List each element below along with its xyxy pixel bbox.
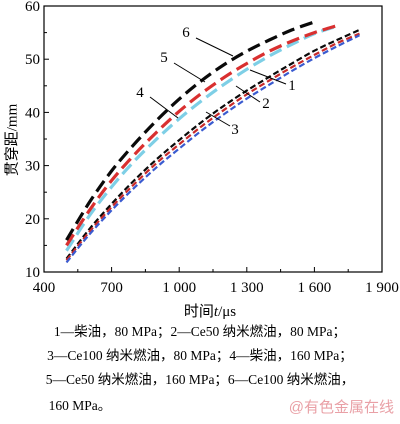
x-tick-label: 1 300 [230, 280, 264, 296]
callout-leader-3 [205, 111, 231, 127]
x-tick-label: 400 [33, 280, 56, 296]
callout-label-4: 4 [136, 85, 144, 101]
y-tick-label: 60 [25, 0, 40, 15]
y-axis-title: 贯穿距/mm [3, 103, 20, 176]
series-line-2 [65, 32, 360, 261]
callout-leader-4 [149, 96, 179, 119]
x-tick-label: 1 000 [162, 280, 196, 296]
series-line-4 [65, 24, 338, 252]
callout-label-6: 6 [182, 25, 190, 41]
series-layer [65, 20, 360, 264]
callout-leader-5 [173, 62, 206, 83]
callout-label-3: 3 [231, 122, 239, 138]
caption-line-3: 5—Ce50 纳米燃油，160 MPa；6—Ce100 纳米燃油， [45, 372, 355, 387]
callout-leader-1 [249, 69, 287, 85]
callout-label-2: 2 [262, 96, 270, 112]
series-line-6 [65, 20, 315, 241]
caption-line-4: 160 MPa。 [48, 398, 112, 413]
callout-leader-6 [195, 37, 234, 57]
watermark: @有色金属在线 [288, 399, 394, 416]
callout-layer: 1 2 3 4 56 [136, 25, 296, 138]
callout-label-1: 1 [288, 78, 296, 94]
series-line-1 [65, 28, 360, 260]
y-tick-label: 30 [25, 159, 40, 175]
x-axis-title: 时间t/μs [184, 303, 236, 320]
y-tick-label: 50 [25, 52, 40, 68]
callout-label-5: 5 [160, 50, 168, 66]
y-tick-label: 20 [25, 212, 40, 228]
caption-line-1: 1—柴油，80 MPa；2—Ce50 纳米燃油，80 MPa； [53, 324, 347, 339]
x-axis-ticks: 400 700 1 000 1 300 1 600 1 900 [33, 267, 399, 296]
x-tick-label: 700 [100, 280, 123, 296]
y-tick-label: 40 [25, 105, 40, 121]
y-axis-ticks: 10 20 30 40 50 60 [25, 0, 49, 281]
y-tick-label: 10 [25, 265, 40, 281]
callout-leader-2 [235, 85, 261, 103]
series-line-5 [65, 24, 338, 247]
series-line-3 [65, 34, 360, 264]
x-tick-label: 1 600 [298, 280, 332, 296]
x-tick-label: 1 900 [365, 280, 399, 296]
caption-line-2: 3—Ce100 纳米燃油，80 MPa；4—柴油，160 MPa； [47, 348, 353, 363]
